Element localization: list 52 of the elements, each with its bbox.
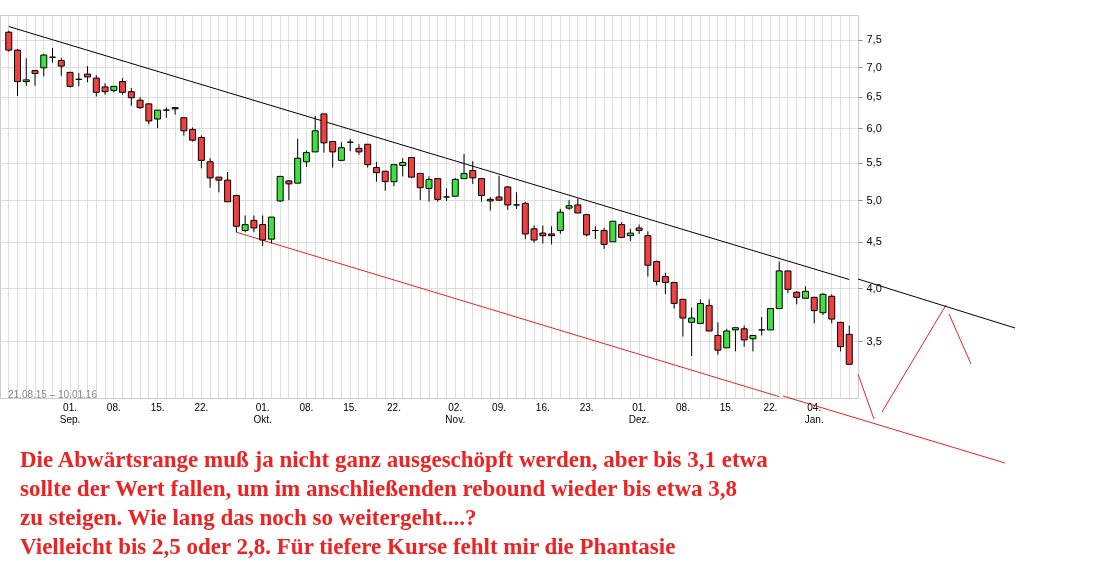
x-tick-label: 01. Okt. <box>253 401 272 425</box>
x-tick-label: 08. <box>675 401 690 413</box>
y-tick-label: 3,5 <box>866 334 882 347</box>
candlestick <box>548 225 556 245</box>
y-tick-label: 5,5 <box>866 156 882 169</box>
candlestick <box>696 298 704 324</box>
x-tick-label: 15. <box>343 401 358 413</box>
candlestick <box>443 187 451 202</box>
candlestick <box>478 178 486 203</box>
y-tick-label: 4,0 <box>866 281 882 294</box>
candlestick <box>731 327 739 352</box>
candlestick <box>5 30 13 53</box>
x-tick-label: 01. Sep. <box>59 401 81 425</box>
candlestick <box>31 69 39 87</box>
text: zu steigen. Wie lang das noch so weitergeht....? <box>20 504 478 532</box>
y-tick-label: 7,0 <box>866 60 882 73</box>
candlestick <box>197 134 205 169</box>
x-tick-label: 02. Nov. <box>445 401 466 425</box>
annotation: 21.08.15 – 10.01.16 <box>8 389 97 400</box>
candlestick <box>583 214 591 238</box>
y-tick-label: 7,5 <box>866 33 882 46</box>
candlestick <box>171 107 179 116</box>
candlestick <box>766 308 774 331</box>
candlestick <box>154 109 162 129</box>
candlestick <box>267 216 275 245</box>
y-tick-label: 4,5 <box>866 235 882 248</box>
candlestick <box>407 157 415 179</box>
x-tick-label: 22. <box>763 401 778 413</box>
candlestick <box>635 224 643 235</box>
x-tick-label: 15. <box>719 401 734 413</box>
candlestick <box>451 177 459 197</box>
text: Vielleicht bis 2,5 oder 2,8. Für tiefere Kurse fehlt mir die Phantasie <box>20 533 677 561</box>
x-tick-label: 23. <box>579 401 594 413</box>
text: Die Abwärtsrange muß ja nicht ganz ausgeschöpft werden, aber bis 3,1 etwa <box>20 446 768 474</box>
y-tick-label: 6,0 <box>866 121 882 134</box>
candlestick <box>22 57 30 87</box>
candlestick <box>758 316 766 336</box>
y-tick-label: 5,0 <box>866 193 882 206</box>
x-tick-label: 16. <box>535 401 550 413</box>
candlestick <box>372 161 380 183</box>
x-tick-label: 09. <box>492 401 506 413</box>
x-tick-label: 08. <box>299 401 314 413</box>
x-tick-label: 22. <box>387 401 401 413</box>
x-tick-label: 04. Jan. <box>804 401 824 425</box>
candlestick <box>556 208 564 235</box>
candlestick <box>57 57 65 77</box>
y-tick-label: 6,5 <box>866 90 882 103</box>
x-tick-label: 01. Dez. <box>628 401 650 425</box>
x-tick-label: 15. <box>150 401 165 413</box>
text: sollte der Wert fallen, um im anschließenden rebound wieder bis etwa 3,8 <box>20 475 739 503</box>
x-tick-label: 22. <box>194 401 209 413</box>
x-tick-label: 08. <box>106 401 121 413</box>
